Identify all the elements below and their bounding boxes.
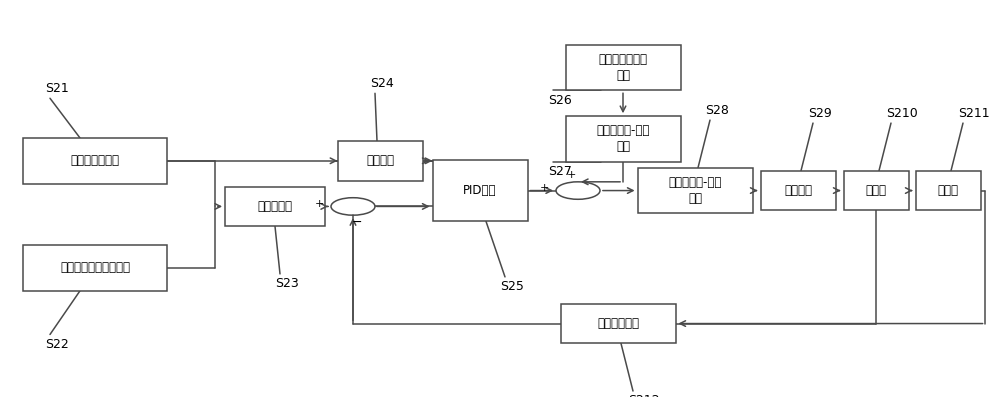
Text: S27: S27 bbox=[548, 165, 572, 178]
Text: 神经网络模型: 神经网络模型 bbox=[597, 317, 639, 330]
Text: 红外灯电流-功率
模型: 红外灯电流-功率 模型 bbox=[596, 124, 650, 154]
Text: 红外灯功率-电流
模型: 红外灯功率-电流 模型 bbox=[668, 176, 722, 205]
Text: +: + bbox=[567, 170, 576, 181]
Bar bbox=[432, 160, 528, 222]
Text: −: − bbox=[352, 216, 363, 229]
Text: S21: S21 bbox=[45, 82, 69, 95]
Text: S26: S26 bbox=[548, 94, 572, 107]
Bar bbox=[560, 304, 676, 343]
Text: S22: S22 bbox=[45, 338, 69, 351]
Bar bbox=[638, 168, 753, 214]
Text: PID运算: PID运算 bbox=[463, 184, 497, 197]
Text: 最终控制目标值: 最终控制目标值 bbox=[70, 154, 120, 167]
Text: S210: S210 bbox=[886, 107, 918, 119]
Text: S28: S28 bbox=[705, 104, 729, 117]
Text: 电池板: 电池板 bbox=[938, 184, 958, 197]
Bar bbox=[23, 245, 167, 291]
Bar bbox=[916, 171, 980, 210]
Text: +: + bbox=[314, 199, 324, 209]
Text: S212: S212 bbox=[628, 395, 660, 397]
Text: 红外灯: 红外灯 bbox=[866, 184, 887, 197]
Text: 参数设定: 参数设定 bbox=[366, 154, 394, 167]
Text: S23: S23 bbox=[275, 278, 299, 290]
Bar bbox=[338, 141, 422, 181]
Text: S29: S29 bbox=[808, 107, 832, 119]
Text: 计算目标值: 计算目标值 bbox=[258, 200, 292, 213]
Bar bbox=[225, 187, 325, 226]
Text: 设定升、降温过程曲线: 设定升、降温过程曲线 bbox=[60, 262, 130, 274]
Text: S25: S25 bbox=[500, 280, 524, 293]
Bar bbox=[566, 45, 680, 91]
Text: 上一周期控制电
流值: 上一周期控制电 流值 bbox=[598, 53, 648, 82]
Bar bbox=[566, 116, 680, 162]
Bar bbox=[23, 138, 167, 183]
Text: 程控电源: 程控电源 bbox=[784, 184, 812, 197]
Text: S211: S211 bbox=[958, 107, 990, 119]
Bar bbox=[844, 171, 908, 210]
Text: S24: S24 bbox=[370, 77, 394, 90]
Text: +: + bbox=[539, 183, 549, 193]
Bar bbox=[761, 171, 836, 210]
